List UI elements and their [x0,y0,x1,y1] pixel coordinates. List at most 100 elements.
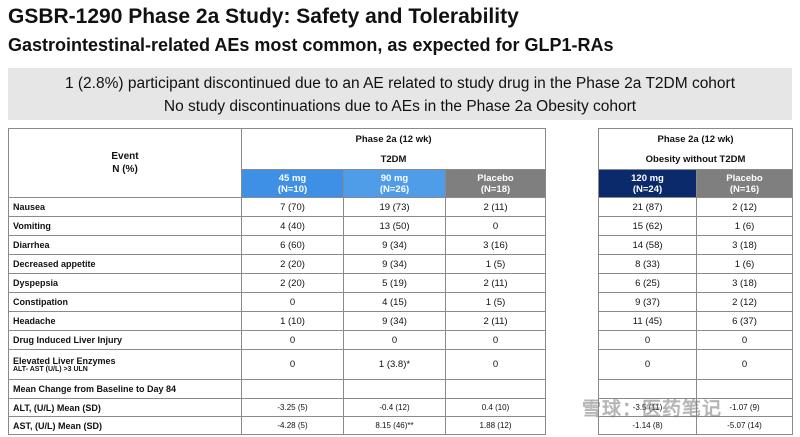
table-cell: 14 (58) [598,235,697,255]
table-row: 8 (33) 1 (6) [598,254,794,274]
table-row: Headache 1 (10) 9 (34) 2 (11) [8,311,547,331]
table-cell: 0.4 (10) [444,398,547,417]
table-row: Diarrhea 6 (60) 9 (34) 3 (16) [8,235,547,255]
notice-line-2: No study discontinuations due to AEs in … [163,98,637,115]
row-label: ALT, (U/L) Mean (SD) [8,398,242,417]
table-cell: 1 (5) [444,254,547,274]
table-row: -1.14 (8) -5.07 (14) [598,416,794,435]
discontinuation-notice: 1 (2.8%) participant discontinued due to… [8,68,792,120]
table-cell: 6 (37) [695,311,794,331]
table-cell: 2 (20) [241,254,344,274]
table-cell: 8 (33) [598,254,697,274]
row-label: Headache [8,311,242,331]
table-cell: 2 (11) [444,311,547,331]
notice-line-1: 1 (2.8%) participant discontinued due to… [64,75,736,92]
dose-col-45mg: 45 mg (N=10) [241,169,344,198]
table-row: Nausea 7 (70) 19 (73) 2 (11) [8,197,547,217]
table-cell [444,379,547,399]
table-cell: -0.4 (12) [343,398,446,417]
watermark: 雪球：医药笔记 [582,399,723,420]
n-percent-header: N (%) [112,164,138,175]
table-cell: 13 (50) [343,216,446,236]
table-cell: -3.25 (5) [241,398,344,417]
table-row [598,379,794,399]
cohort-label: T2DM [240,149,547,170]
page-subtitle: Gastrointestinal-related AEs most common… [8,35,614,55]
table-cell: 6 (60) [241,235,344,255]
row-label: Nausea [8,197,242,217]
dose-col-120mg: 120 mg (N=24) [598,169,697,198]
table-row: ALT, (U/L) Mean (SD) -3.25 (5) -0.4 (12) 0.… [8,398,547,417]
table-cell: -1.14 (8) [598,416,697,435]
table-cell: 2 (12) [695,292,794,312]
table-cell: 5 (19) [343,273,446,293]
table-cell: 1 (6) [695,216,794,236]
table-cell: 9 (34) [343,311,446,331]
table-row: 14 (58) 3 (18) [598,235,794,255]
row-label: Elevated Liver Enzymes ALT- AST (U/L) >3 … [8,349,242,380]
phase-label-obesity: Phase 2a (12 wk) [597,128,794,150]
table-cell: 1.88 (12) [444,416,547,435]
table-cell: 3 (18) [695,273,794,293]
table-cell: 0 [598,349,697,380]
dose-col-placebo: Placebo (N=18) [444,169,547,198]
table-cell: 7 (70) [241,197,344,217]
dose-col-placebo-obesity: Placebo (N=16) [695,169,794,198]
table-cell: 9 (34) [343,254,446,274]
table-cell: 0 [241,292,344,312]
table-cell: 0 [695,330,794,350]
cohort-label-obesity: Obesity without T2DM [597,149,794,170]
table-row: Decreased appetite 2 (20) 9 (34) 1 (5) [8,254,547,274]
table-cell: 0 [444,216,547,236]
table-row: 21 (87) 2 (12) [598,197,794,217]
table-cell: 6 (25) [598,273,697,293]
table-cell: 4 (15) [343,292,446,312]
table-cell [343,379,446,399]
table-cell: 0 [241,330,344,350]
table-cell: 0 [343,330,446,350]
table-cell: 0 [598,330,697,350]
table-row: Drug Induced Liver Injury 0 0 0 [8,330,547,350]
table-row: Mean Change from Baseline to Day 84 [8,379,547,399]
table-cell: 2 (11) [444,197,547,217]
row-label: Dyspepsia [8,273,242,293]
row-label: AST, (U/L) Mean (SD) [8,416,242,435]
table-row: 15 (62) 1 (6) [598,216,794,236]
table-cell [241,379,344,399]
table-cell: 15 (62) [598,216,697,236]
table-cell: 9 (34) [343,235,446,255]
table-cell: 1 (5) [444,292,547,312]
table-row: Vomiting 4 (40) 13 (50) 0 [8,216,547,236]
table-cell: 0 [241,349,344,380]
table-cell: 19 (73) [343,197,446,217]
t2dm-ae-table: Event N (%) Phase 2a (12 wk) T2DM 45 mg(… [8,128,547,435]
table-cell: 9 (37) [598,292,697,312]
dose-col-90mg: 90 mg (N=26) [343,169,446,198]
row-label: Mean Change from Baseline to Day 84 [8,379,242,399]
event-header-cell: Event N (%) [8,128,242,198]
table-cell: 8.15 (46)** [343,416,446,435]
table-cell: 4 (40) [241,216,344,236]
row-label: Constipation [8,292,242,312]
page-title: GSBR-1290 Phase 2a Study: Safety and Tol… [8,5,519,28]
table-row: 11 (45) 6 (37) [598,311,794,331]
table-row: Dyspepsia 2 (20) 5 (19) 2 (11) [8,273,547,293]
table-row: AST, (U/L) Mean (SD) -4.28 (5) 8.15 (46)**… [8,416,547,435]
table-cell: 1 (3.8)* [343,349,446,380]
row-label: Decreased appetite [8,254,242,274]
table-cell: 2 (12) [695,197,794,217]
table-cell: 1 (6) [695,254,794,274]
table-cell: -4.28 (5) [241,416,344,435]
row-label: Drug Induced Liver Injury [8,330,242,350]
table-cell: 3 (16) [444,235,547,255]
row-label: Diarrhea [8,235,242,255]
table-cell: -5.07 (14) [695,416,794,435]
row-label: Vomiting [8,216,242,236]
table-cell: 2 (11) [444,273,547,293]
table-row: 6 (25) 3 (18) [598,273,794,293]
phase-label: Phase 2a (12 wk) [240,128,547,150]
table-cell: 0 [444,349,547,380]
table-row: Elevated Liver Enzymes ALT- AST (U/L) >3 … [8,349,547,380]
